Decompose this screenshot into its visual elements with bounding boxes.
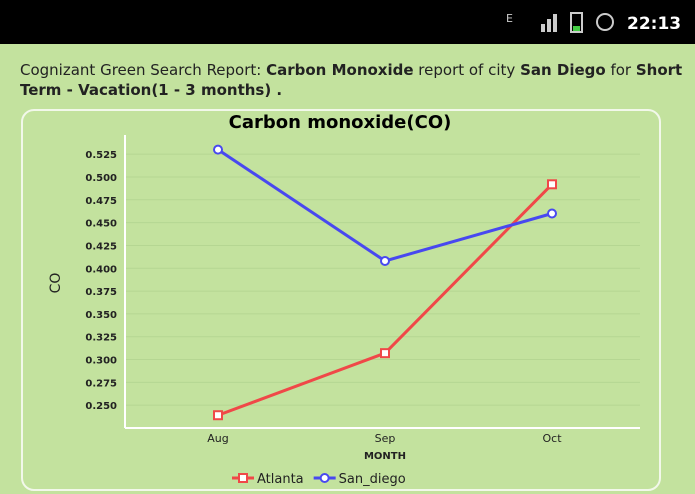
report-segment: Cognizant Green Search Report: [20,61,267,79]
point-marker [380,255,390,266]
x-tick-label: Oct [542,432,562,445]
point-marker [213,144,223,155]
chart-panel [21,109,661,491]
legend-marker [238,473,248,483]
y-tick-label: 0.275 [85,378,117,389]
signal-bar [553,14,557,32]
y-tick-label: 0.325 [85,333,117,344]
legend-label: San_diego [339,472,406,487]
y-tick-label: 0.300 [85,356,117,367]
report-segment: San Diego [520,61,606,79]
y-tick-label: 0.475 [85,196,117,207]
signal-bar [541,24,545,32]
y-tick-label: 0.450 [85,219,117,230]
y-tick-label: 0.250 [85,401,117,412]
point-marker [547,208,557,219]
point-marker [380,348,390,359]
report-segment: Short Term - Vacation(1 - 3 months) . [20,61,683,99]
clock: 22:13 [627,14,681,34]
x-tick-label: Sep [375,432,396,445]
report-segment: report of city [413,61,521,79]
y-tick-label: 0.400 [85,264,117,275]
data-icon: E [506,12,513,25]
point-marker [213,410,223,421]
battery-level [573,26,580,31]
chart-title: Carbon monoxide(CO) [229,112,452,133]
y-tick-label: 0.500 [85,173,117,184]
status-icons: E 22:13 [506,12,681,34]
report-text: Cognizant Green Search Report: Carbon Mo… [20,60,685,100]
report-segment: for [605,61,636,79]
status-bar: E 22:13 [0,0,695,44]
y-tick-label: 0.525 [85,150,117,161]
battery-icon [570,12,583,33]
y-tick-label: 0.375 [85,287,117,298]
legend-label: Atlanta [257,472,304,487]
signal-bar [547,19,551,32]
report-segment: Carbon Monoxide [266,61,414,79]
x-tick-label: Aug [207,432,228,445]
y-axis-label: CO [48,273,64,294]
y-tick-label: 0.425 [85,241,117,252]
y-tick-label: 0.350 [85,310,117,321]
legend-marker [319,473,330,483]
alarm-icon [596,13,614,31]
x-axis-label: MONTH [364,451,406,462]
point-marker [547,179,557,190]
